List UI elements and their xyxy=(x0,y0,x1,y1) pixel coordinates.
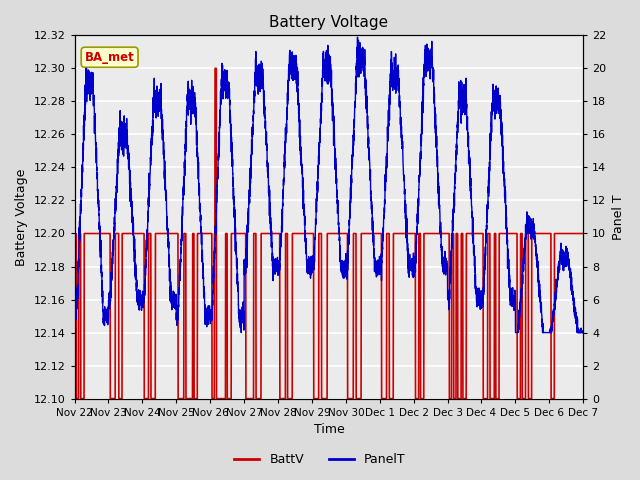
Title: Battery Voltage: Battery Voltage xyxy=(269,15,388,30)
Text: BA_met: BA_met xyxy=(84,51,134,64)
Y-axis label: Battery Voltage: Battery Voltage xyxy=(15,168,28,265)
X-axis label: Time: Time xyxy=(314,423,344,436)
Legend: BattV, PanelT: BattV, PanelT xyxy=(229,448,411,471)
Y-axis label: Panel T: Panel T xyxy=(612,194,625,240)
